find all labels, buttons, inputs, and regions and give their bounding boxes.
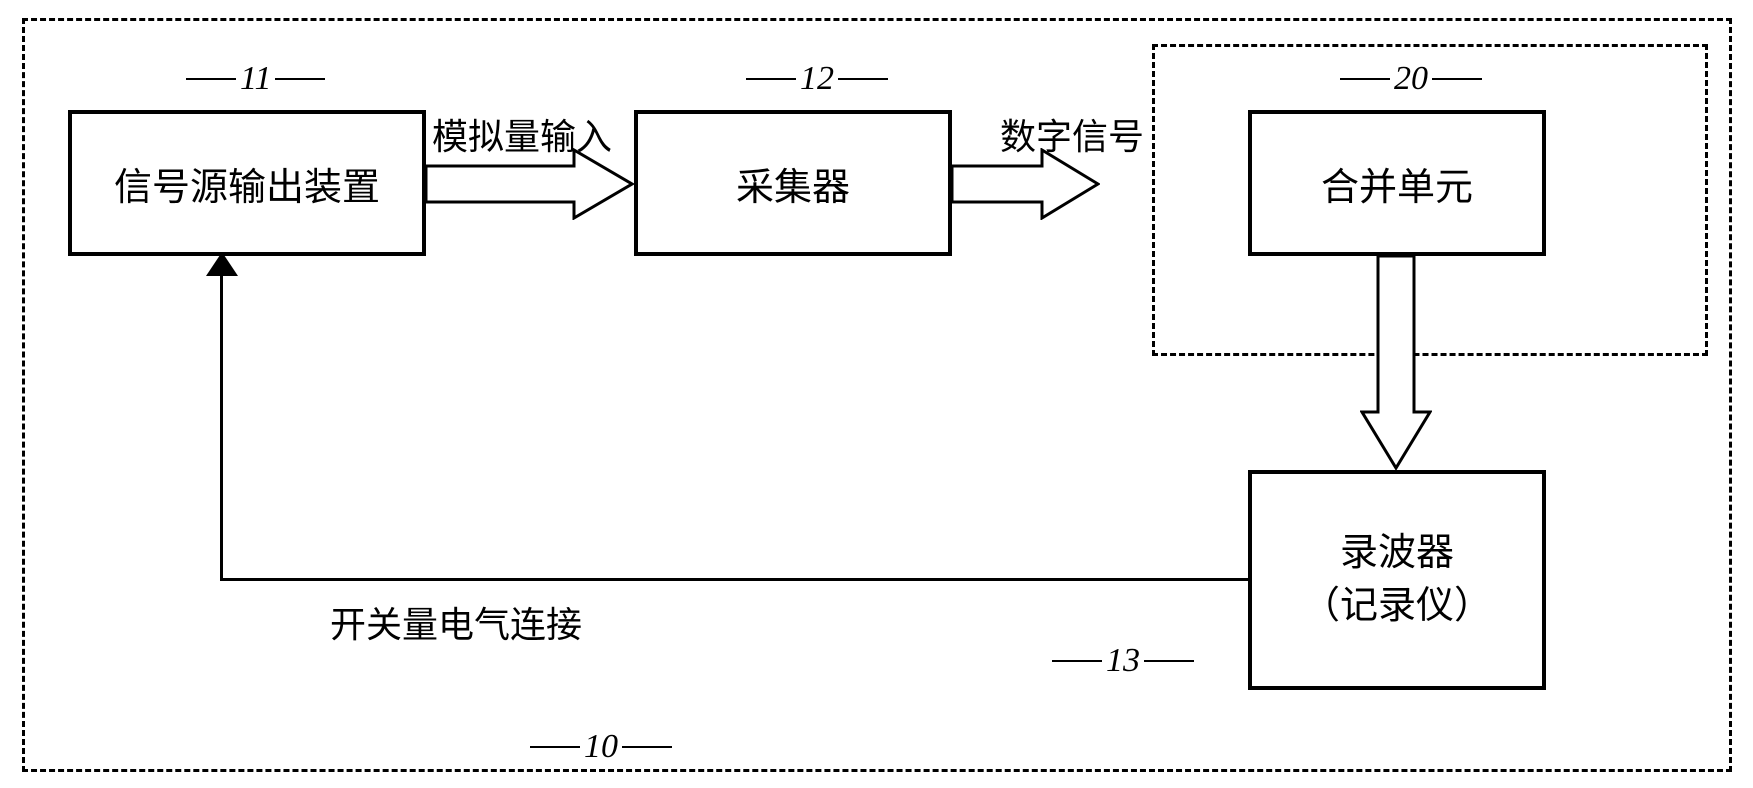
node-signal-source: 信号源输出装置 xyxy=(68,110,426,256)
node-collector-label: 采集器 xyxy=(736,156,850,211)
ref-label-13: 13 xyxy=(1052,642,1194,680)
ref-11-text: 11 xyxy=(240,60,271,98)
ref-label-10: 10 xyxy=(530,728,672,766)
node-signal-source-label: 信号源输出装置 xyxy=(114,156,380,211)
node-recorder-label-1: 录波器 xyxy=(1340,527,1454,580)
label-analog-input: 模拟量输入 xyxy=(432,108,612,160)
ref-12-text: 12 xyxy=(800,60,834,98)
node-recorder-label-2: （记录仪） xyxy=(1302,580,1492,633)
ref-label-11: 11 xyxy=(186,60,325,98)
ref-20-text: 20 xyxy=(1394,60,1428,98)
feedback-line-horizontal xyxy=(220,578,1248,581)
label-feedback: 开关量电气连接 xyxy=(330,596,582,648)
node-merge-unit-label: 合并单元 xyxy=(1321,156,1473,211)
node-collector: 采集器 xyxy=(634,110,952,256)
node-merge-unit: 合并单元 xyxy=(1248,110,1546,256)
node-recorder: 录波器 （记录仪） xyxy=(1248,470,1546,690)
label-digital-signal: 数字信号 xyxy=(1000,108,1144,160)
arrow-merger-to-recorder xyxy=(1360,256,1432,470)
feedback-arrowhead xyxy=(206,252,238,276)
ref-label-20: 20 xyxy=(1340,60,1482,98)
ref-13-text: 13 xyxy=(1106,642,1140,680)
ref-10-text: 10 xyxy=(584,728,618,766)
ref-label-12: 12 xyxy=(746,60,888,98)
feedback-line-vertical xyxy=(220,256,223,581)
